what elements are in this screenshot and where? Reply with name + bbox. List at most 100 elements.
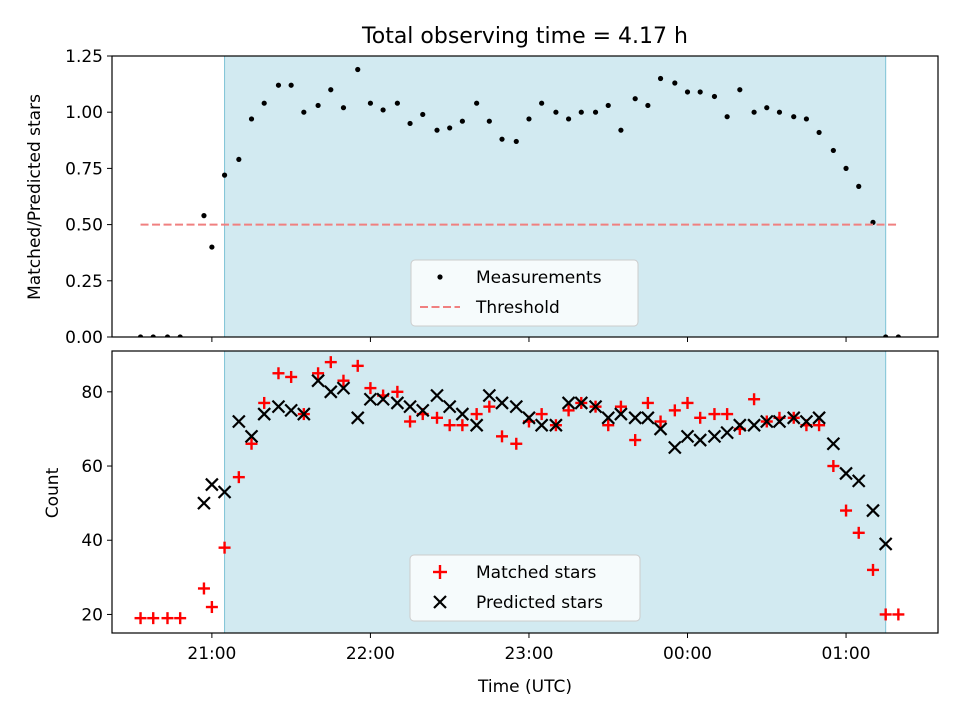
y-tick-label: 0.00: [65, 328, 103, 348]
matched-star-point: [245, 437, 258, 450]
matched-star-point: [404, 415, 417, 428]
measurement-point: [645, 102, 651, 109]
matched-star-point: [197, 582, 210, 595]
measurement-point: [657, 75, 664, 82]
legend-matched-label: Matched stars: [476, 563, 596, 583]
predicted-star-point: [217, 485, 232, 499]
measurement-point: [513, 138, 519, 145]
predicted-star-point: [693, 433, 707, 447]
measurement-point: [605, 102, 611, 109]
matched-star-point: [879, 608, 892, 621]
matched-star-point: [708, 408, 721, 421]
matched-star-point: [483, 400, 496, 413]
measurement-point: [803, 116, 810, 122]
measurement-point: [340, 105, 347, 111]
legend-measurements-label: Measurements: [476, 268, 602, 288]
y-tick-label: 0.50: [65, 216, 103, 236]
measurement-point: [221, 172, 228, 178]
measurement-point: [261, 100, 267, 106]
measurement-point: [288, 82, 294, 88]
measurement-point: [578, 109, 584, 115]
predicted-star-point: [851, 474, 866, 488]
predicted-star-point: [244, 429, 259, 444]
matched-star-point: [496, 430, 509, 443]
matched-star-point: [324, 356, 337, 369]
legend-measurements-marker: [437, 274, 443, 280]
y-tick-label: 1.25: [65, 47, 103, 67]
measurement-point: [420, 111, 426, 118]
matched-star-point: [681, 396, 694, 409]
y-tick-label: 80: [81, 383, 103, 403]
y-tick-label: 40: [81, 531, 103, 551]
measurement-point: [539, 100, 545, 106]
matched-star-point: [443, 419, 456, 432]
matched-star-point: [748, 393, 761, 406]
predicted-star-point: [271, 399, 286, 414]
measurement-point: [164, 334, 171, 337]
measurement-point: [201, 213, 207, 219]
x-tick-label: 23:00: [504, 644, 553, 664]
measurement-point: [367, 100, 374, 106]
predicted-star-point: [403, 399, 417, 414]
predicted-star-point: [707, 429, 722, 444]
measurement-point: [672, 80, 678, 86]
measurement-point: [380, 107, 386, 113]
predicted-star-point: [574, 396, 589, 410]
measurement-point: [328, 87, 334, 93]
legend-predicted-marker: [433, 595, 447, 609]
predicted-star-point: [628, 411, 642, 425]
measurement-point: [486, 118, 492, 124]
matched-star-point: [147, 612, 160, 625]
measurement-point: [816, 129, 822, 136]
matched-star-point: [641, 396, 654, 409]
predicted-star-point: [799, 414, 814, 429]
predicted-star-point: [257, 407, 271, 421]
predicted-star-point: [415, 403, 430, 418]
predicted-star-point: [455, 407, 470, 421]
measurement-point: [830, 147, 836, 154]
measurement-point: [618, 127, 624, 133]
y-tick-label: 60: [81, 457, 103, 477]
matched-star-point: [272, 367, 285, 380]
matched-star-point: [654, 415, 667, 428]
matched-star-point: [161, 612, 174, 625]
matched-star-point: [364, 382, 377, 395]
measurement-point: [355, 66, 361, 73]
measurement-point: [895, 334, 901, 337]
measurement-point: [764, 105, 770, 111]
measurement-point: [177, 334, 183, 337]
predicted-star-point: [786, 411, 801, 425]
matched-star-point: [205, 601, 218, 614]
predicted-star-point: [336, 381, 351, 395]
measurement-point: [209, 244, 215, 250]
measurement-point: [791, 114, 797, 120]
matched-star-point: [827, 460, 840, 473]
measurement-point: [236, 156, 242, 163]
matched-star-point: [510, 437, 523, 450]
predicted-star-point: [284, 403, 298, 418]
matched-star-point: [470, 408, 483, 421]
matched-star-point: [602, 419, 615, 432]
predicted-star-point: [482, 388, 497, 403]
predicted-star-point: [772, 414, 787, 429]
measurement-point: [394, 100, 400, 106]
predicted-star-point: [495, 396, 509, 410]
matched-star-point: [721, 408, 734, 421]
matched-star-point: [866, 563, 879, 576]
matched-star-point: [852, 526, 865, 539]
axes-frame: [111, 55, 939, 338]
measurement-point: [883, 334, 889, 337]
predicted-star-point: [390, 396, 405, 410]
measurement-point: [711, 93, 718, 100]
predicted-star-point: [588, 399, 603, 414]
axes-frame: [111, 350, 939, 634]
y-tick-label: 0.75: [65, 159, 103, 179]
predicted-star-point: [747, 418, 761, 432]
x-tick-label: 21:00: [187, 644, 236, 664]
measurement-point: [856, 183, 862, 189]
matched-star-point: [258, 396, 271, 409]
predicted-star-point: [720, 425, 734, 440]
matched-star-point: [174, 612, 187, 625]
measurement-point: [150, 334, 156, 337]
measurement-point: [737, 87, 743, 93]
